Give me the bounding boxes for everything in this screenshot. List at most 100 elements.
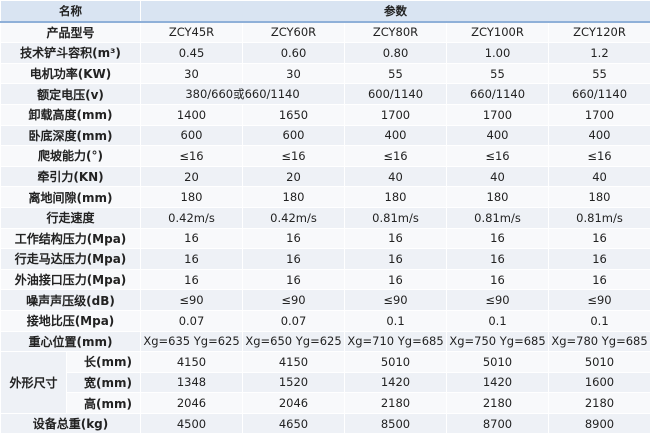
value-cell: 20 <box>141 166 243 187</box>
value-cell: ≤16 <box>549 146 650 167</box>
value-cell: 16 <box>447 228 549 249</box>
value-cell: 55 <box>549 63 650 84</box>
value-cell: 16 <box>549 228 650 249</box>
value-cell: Xg=650 Yg=625 <box>243 331 345 352</box>
value-cell: 20 <box>243 166 345 187</box>
value-cell: 5010 <box>447 352 549 373</box>
value-cell: 16 <box>243 249 345 270</box>
value-cell: 180 <box>447 187 549 208</box>
row-label: 外油接口压力(Mpa) <box>1 269 141 290</box>
value-cell: ≤16 <box>345 146 447 167</box>
sub-label: 高(mm) <box>67 393 141 414</box>
value-cell: 1650 <box>243 104 345 125</box>
value-cell: 5010 <box>549 352 650 373</box>
header-row: 名称 参数 <box>1 1 650 22</box>
value-cell: ≤90 <box>345 290 447 311</box>
table-row: 爬坡能力(°)≤16≤16≤16≤16≤16 <box>1 146 650 167</box>
value-cell: Xg=635 Yg=625 <box>141 331 243 352</box>
value-cell: 16 <box>345 269 447 290</box>
value-cell: 0.42m/s <box>141 207 243 228</box>
row-label: 电机功率(KW) <box>1 63 141 84</box>
value-cell: 1400 <box>141 104 243 125</box>
value-cell: 4150 <box>141 352 243 373</box>
value-cell: 180 <box>549 187 650 208</box>
value-cell: ≤16 <box>141 146 243 167</box>
value-cell: 16 <box>141 249 243 270</box>
row-label: 设备总重(kg) <box>1 413 141 434</box>
value-cell: 1600 <box>549 372 650 393</box>
value-cell: 600 <box>243 125 345 146</box>
value-cell: ≤90 <box>243 290 345 311</box>
row-label: 卸载高度(mm) <box>1 104 141 125</box>
value-cell: Xg=710 Yg=685 <box>345 331 447 352</box>
value-cell: 180 <box>141 187 243 208</box>
row-label: 接地比压(Mpa) <box>1 310 141 331</box>
value-cell: 30 <box>141 63 243 84</box>
value-cell: ZCY100R <box>447 22 549 43</box>
row-label: 离地间隙(mm) <box>1 187 141 208</box>
value-cell: 16 <box>549 269 650 290</box>
value-cell: 660/1140 <box>447 84 549 105</box>
value-cell: 400 <box>549 125 650 146</box>
value-cell: 600/1140 <box>345 84 447 105</box>
header-cell: 名称 <box>1 1 141 22</box>
value-cell: 0.81m/s <box>345 207 447 228</box>
value-cell: 600 <box>141 125 243 146</box>
value-cell: 1.2 <box>549 43 650 64</box>
value-cell: 180 <box>243 187 345 208</box>
value-cell: ≤16 <box>447 146 549 167</box>
row-label: 额定电压(v) <box>1 84 141 105</box>
row-label: 爬坡能力(°) <box>1 146 141 167</box>
value-cell: 1700 <box>549 104 650 125</box>
value-cell: 8900 <box>549 413 650 434</box>
value-cell: 55 <box>345 63 447 84</box>
value-cell: 2046 <box>243 393 345 414</box>
value-cell: ≤16 <box>243 146 345 167</box>
value-cell: 40 <box>345 166 447 187</box>
row-label: 牵引力(KN) <box>1 166 141 187</box>
row-label: 产品型号 <box>1 22 141 43</box>
value-cell: 40 <box>447 166 549 187</box>
value-cell: 0.1 <box>549 310 650 331</box>
value-cell: 30 <box>243 63 345 84</box>
value-cell: ZCY60R <box>243 22 345 43</box>
row-label: 行走马达压力(Mpa) <box>1 249 141 270</box>
value-cell: 4650 <box>243 413 345 434</box>
value-cell: 0.42m/s <box>243 207 345 228</box>
value-cell: Xg=780 Yg=685 <box>549 331 650 352</box>
value-cell: 16 <box>447 249 549 270</box>
value-cell: 4150 <box>243 352 345 373</box>
value-cell: 1700 <box>345 104 447 125</box>
value-cell: 40 <box>549 166 650 187</box>
value-cell: 55 <box>447 63 549 84</box>
value-cell: 8700 <box>447 413 549 434</box>
value-cell: 0.1 <box>447 310 549 331</box>
value-cell: ZCY120R <box>549 22 650 43</box>
value-cell: 16 <box>345 249 447 270</box>
value-cell: ≤90 <box>549 290 650 311</box>
header-cell: 参数 <box>141 1 650 22</box>
value-cell: ≤90 <box>141 290 243 311</box>
value-cell: 16 <box>447 269 549 290</box>
value-cell: 2180 <box>447 393 549 414</box>
sub-label: 长(mm) <box>67 352 141 373</box>
row-label: 行走速度 <box>1 207 141 228</box>
value-cell: 16 <box>549 249 650 270</box>
value-cell: 0.80 <box>345 43 447 64</box>
value-cell: 1700 <box>447 104 549 125</box>
value-cell: 0.45 <box>141 43 243 64</box>
value-cell: 16 <box>243 228 345 249</box>
